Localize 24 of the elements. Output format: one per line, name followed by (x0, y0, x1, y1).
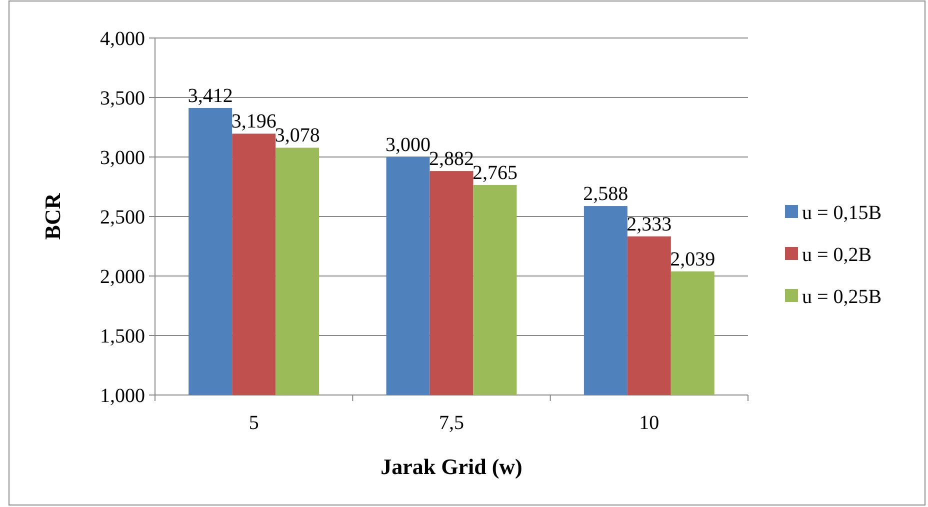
data-label: 3,078 (274, 124, 320, 147)
x-axis-title: Jarak Grid (w) (380, 454, 522, 479)
y-tick-label: 2,500 (100, 206, 145, 228)
data-label: 2,333 (626, 213, 672, 236)
y-tick-label: 3,500 (100, 88, 145, 110)
data-label: 2,882 (429, 148, 474, 170)
legend-label: u = 0,15B (802, 202, 882, 224)
legend-label: u = 0,2B (802, 244, 872, 266)
y-tick-label: 2,000 (100, 266, 145, 288)
data-label: 3,196 (231, 110, 276, 133)
data-label: 3,412 (188, 84, 233, 107)
x-tick-label: 5 (248, 412, 259, 434)
y-tick-label: 3,000 (100, 147, 145, 169)
y-tick-label: 1,000 (100, 385, 145, 407)
y-axis-title: BCR (40, 192, 65, 240)
legend-label: u = 0,25B (802, 286, 882, 308)
x-tick-label: 10 (639, 412, 660, 434)
y-tick-label: 4,000 (100, 28, 145, 50)
data-label: 2,588 (583, 183, 628, 206)
data-label: 2,765 (472, 162, 518, 184)
x-tick-label: 7,5 (439, 412, 464, 434)
data-label: 3,000 (386, 134, 431, 156)
y-tick-label: 1,500 (100, 326, 145, 348)
data-label: 2,039 (670, 248, 716, 270)
